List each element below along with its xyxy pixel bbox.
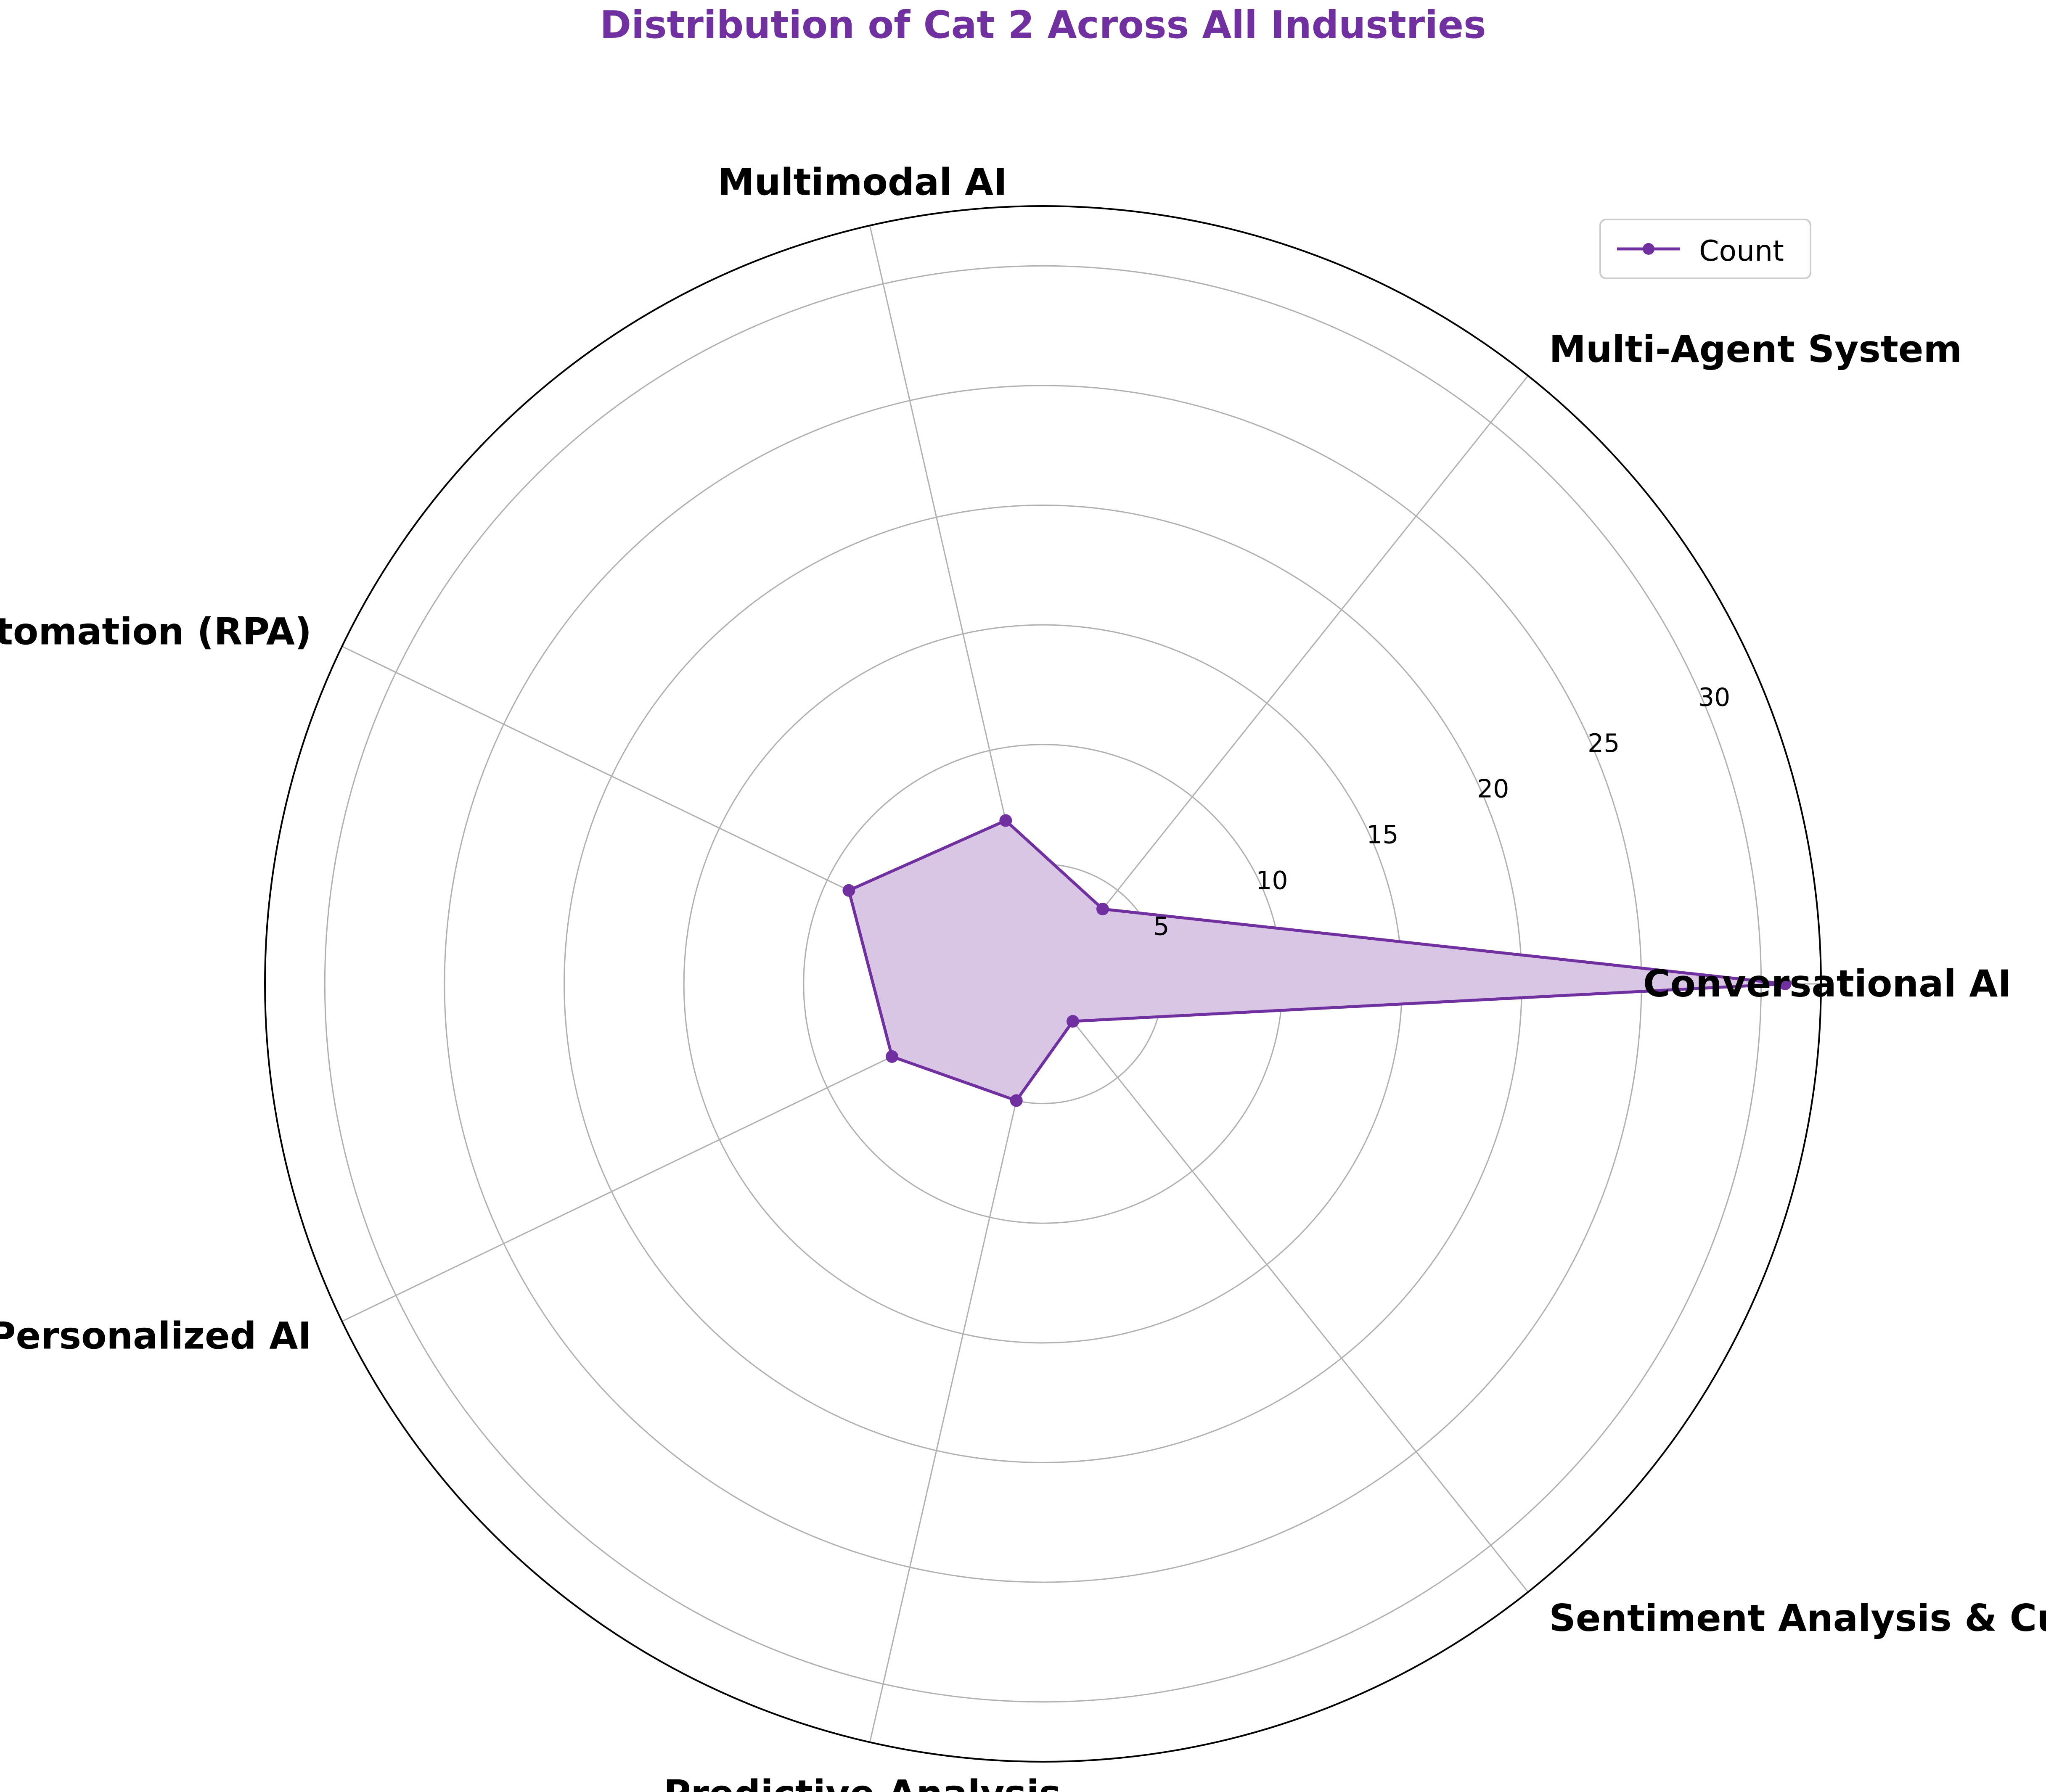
legend-marker	[1643, 243, 1654, 255]
spoke-1	[1042, 375, 1529, 984]
legend-entry-count: Count	[1699, 235, 1784, 268]
tick-label-25: 25	[1588, 729, 1620, 758]
radar-data	[842, 814, 1792, 1107]
category-label-2: Multimodal AI	[717, 160, 1007, 204]
data-point-1	[1096, 902, 1109, 915]
data-point-6	[1066, 1015, 1079, 1028]
category-label-5: Predictive Analysis	[664, 1772, 1061, 1792]
category-label-1: Multi-Agent System	[1549, 328, 1962, 371]
category-label-4: Marketing & Personalized AI	[0, 1314, 312, 1357]
category-label-6: Sentiment Analysis & Customer Insights	[1549, 1596, 2046, 1640]
data-point-0	[1779, 978, 1792, 990]
category-labels: Conversational AI Multi-Agent System Multi…	[0, 160, 2046, 1792]
legend: Count	[1599, 219, 1811, 279]
category-label-0: Conversational AI	[1643, 962, 2012, 1005]
tick-label-30: 30	[1698, 683, 1730, 712]
category-label-3: Process Automation (RPA)	[0, 610, 312, 653]
chart-title: Distribution of Cat 2 Across All Industr…	[600, 3, 1486, 47]
spoke-5	[869, 983, 1044, 1742]
data-point-4	[885, 1050, 898, 1063]
tick-label-5: 5	[1153, 912, 1169, 941]
outer-frame	[264, 205, 1822, 1763]
legend-frame	[1599, 219, 1811, 279]
data-point-2	[999, 814, 1012, 827]
series-area-fill	[849, 820, 1785, 1101]
data-point-5	[1010, 1094, 1023, 1107]
spoke-6	[1042, 983, 1529, 1593]
data-point-3	[842, 884, 855, 897]
series-line	[847, 819, 1787, 1102]
tick-label-20: 20	[1477, 774, 1509, 804]
tick-label-15: 15	[1366, 820, 1398, 850]
tick-label-10: 10	[1256, 866, 1288, 896]
radial-tick-labels: 5 10 15 20 25 30	[1153, 683, 1730, 941]
